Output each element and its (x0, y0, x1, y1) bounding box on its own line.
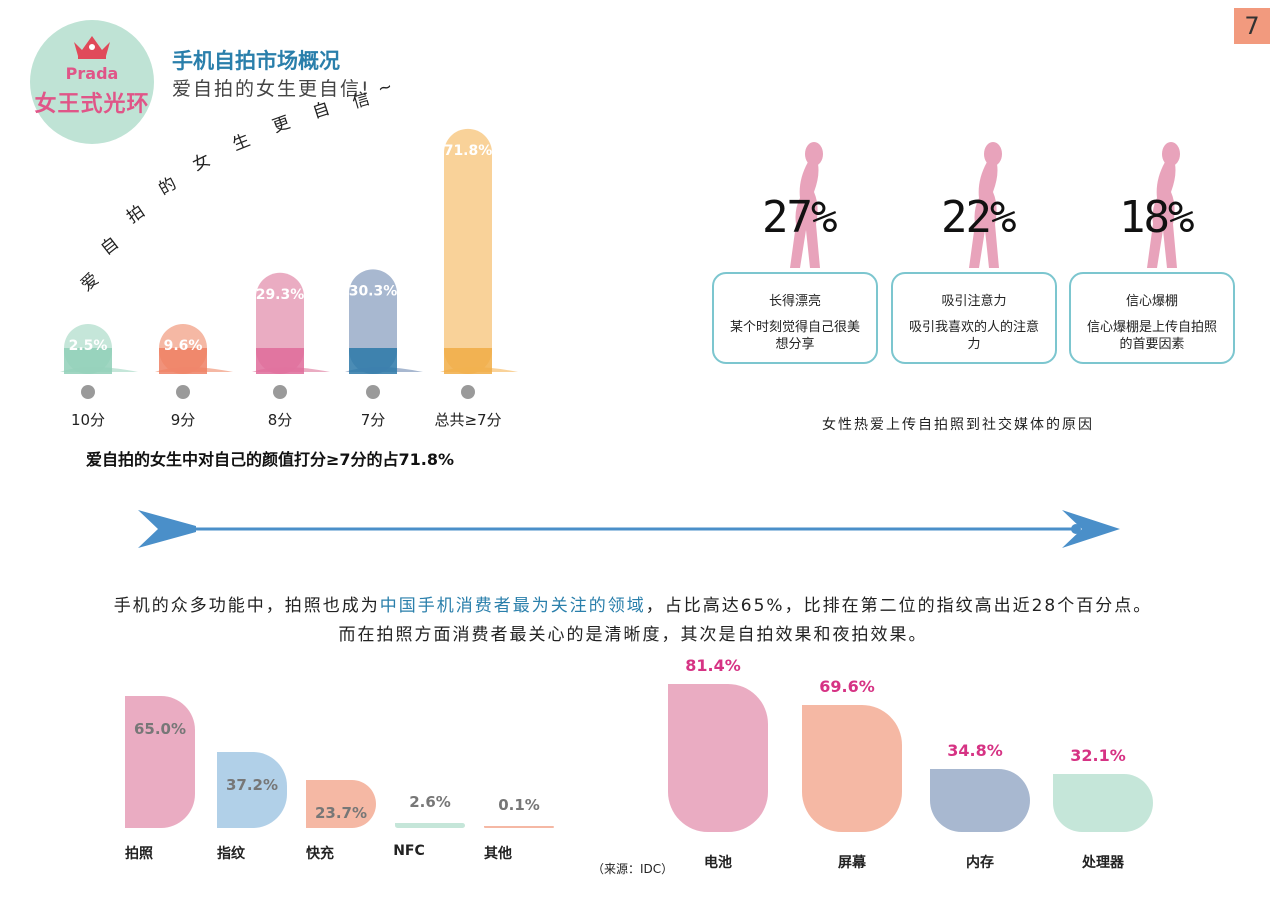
score-summary: 爱自拍的女生中对自己的颜值打分≥7分的占71.8% (86, 450, 455, 469)
arc-char: ~ (375, 76, 395, 100)
score-bar (252, 272, 330, 374)
score-dot (366, 385, 380, 399)
reason-title: 信心爆棚 (1125, 294, 1178, 309)
feature-category-label: 快充 (306, 846, 334, 862)
feature-category-label: 指纹 (217, 846, 245, 862)
woman-silhouette-icon (1147, 142, 1180, 268)
timeline-arrow (138, 510, 1120, 548)
hardware-value-label: 81.4% (685, 656, 741, 675)
brand-logo: Prada 女王式光环 (30, 20, 154, 144)
feature-value-label: 65.0% (133, 720, 187, 738)
reason-percent: 18% (1119, 192, 1194, 243)
score-bar (60, 324, 138, 374)
page-number: 7 (1234, 8, 1270, 44)
feature-category-label: 拍照 (125, 846, 153, 862)
score-category-label: 7分 (361, 411, 386, 429)
score-bar-label: 2.5% (69, 338, 108, 354)
score-category-label: 9分 (171, 411, 196, 429)
hardware-bar (930, 768, 1030, 832)
reason-desc: 信心爆棚是上传自拍照的首要因素 (1086, 320, 1217, 352)
hardware-bar (1053, 773, 1153, 832)
summary-paragraph: 手机的众多功能中，拍照也成为中国手机消费者最为关注的领域，占比高达65%，比排在… (108, 592, 1158, 650)
feature-value-label: 0.1% (498, 796, 540, 814)
hardware-value-label: 34.8% (947, 740, 1003, 760)
feature-value-label: 23.7% (314, 803, 368, 822)
score-bar-label: 29.3% (256, 287, 305, 303)
woman-silhouette-icon (969, 142, 1002, 268)
score-bar (345, 269, 423, 374)
score-category-label: 总共≥7分 (434, 411, 501, 429)
reason-card: 信心爆棚信心爆棚是上传自拍照的首要因素 (1069, 272, 1235, 364)
feature-bar (217, 752, 287, 828)
score-bar-label: 9.6% (164, 338, 203, 354)
feature-category-label: 其他 (484, 846, 512, 862)
feature-bar (306, 779, 376, 828)
hardware-bar (668, 684, 768, 832)
paragraph-highlight: 中国手机消费者最为关注的领域 (379, 596, 646, 616)
page-subtitle: 爱自拍的女生更自信! (172, 78, 371, 100)
score-category-label: 8分 (268, 411, 293, 429)
logo-tagline: 女王式光环 (34, 92, 150, 117)
reasons-caption: 女性热爱上传自拍照到社交媒体的原因 (822, 417, 1094, 433)
arrow-tail (138, 510, 196, 548)
score-category-label: 10分 (71, 411, 105, 429)
source-note: （来源：IDC） (592, 862, 674, 876)
feature-bar (125, 696, 195, 828)
score-bar (155, 324, 233, 374)
score-dot (176, 385, 190, 399)
hardware-category-label: 电池 (704, 855, 732, 871)
arrow-head (1062, 510, 1120, 548)
reason-desc: 吸引我喜欢的人的注意力 (908, 320, 1039, 352)
hardware-category-label: 屏幕 (838, 855, 866, 871)
hardware-category-label: 内存 (966, 855, 994, 871)
logo-brand-text: Prada (65, 64, 119, 83)
reason-percent: 27% (762, 192, 837, 243)
woman-silhouette-icon (790, 142, 823, 268)
reason-card: 吸引注意力吸引我喜欢的人的注意力 (891, 272, 1057, 364)
hardware-bar (802, 705, 902, 832)
score-bar-label: 30.3% (349, 283, 398, 299)
page-title: 手机自拍市场概况 (172, 49, 340, 73)
reason-desc: 某个时刻觉得自己很美想分享 (729, 320, 860, 352)
feature-bar (395, 822, 465, 828)
hardware-value-label: 69.6% (819, 677, 875, 697)
feature-bar (484, 826, 554, 828)
hardware-category-label: 处理器 (1082, 855, 1124, 871)
feature-category-label: NFC (393, 843, 425, 859)
reason-title: 长得漂亮 (768, 294, 821, 309)
paragraph-part1: 手机的众多功能中，拍照也成为 (113, 596, 380, 616)
score-dot (461, 385, 475, 399)
crown-icon (74, 36, 110, 59)
reason-percent: 22% (941, 192, 1016, 243)
score-bar (440, 128, 518, 374)
paragraph-part2: ，占比高达65%，比排在第二位的指纹高出近28个百分点。而在拍照方面消费者最关心… (338, 596, 1153, 645)
arrow-dot (1071, 524, 1081, 534)
feature-value-label: 37.2% (225, 776, 279, 795)
score-dot (81, 385, 95, 399)
score-bar-label: 71.8% (444, 143, 493, 159)
score-dot (273, 385, 287, 399)
feature-value-label: 2.6% (409, 792, 451, 811)
reason-card: 长得漂亮某个时刻觉得自己很美想分享 (712, 272, 878, 364)
score-bar-chart: 2.5% 10分 9.6% 9分 29.3% 8分 30.3% 7分 71.8% 总共≥7分 (60, 128, 518, 429)
hardware-value-label: 32.1% (1070, 745, 1126, 765)
reason-title: 吸引注意力 (941, 294, 1007, 309)
